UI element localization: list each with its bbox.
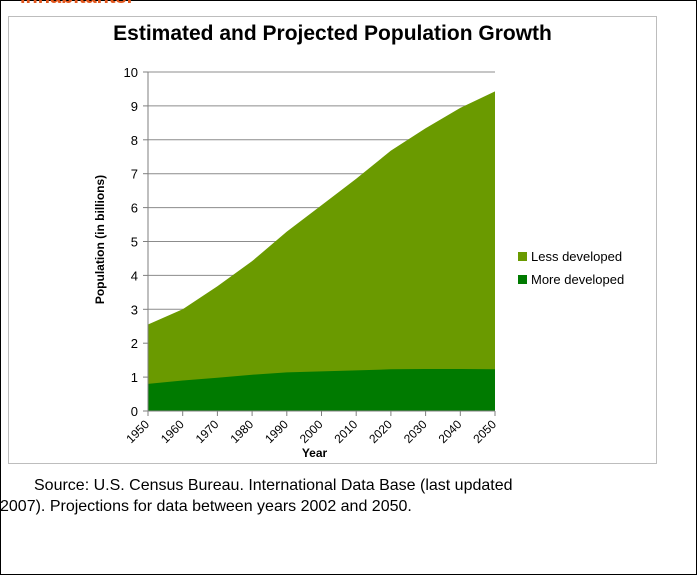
legend-label-more-developed: More developed bbox=[531, 272, 624, 287]
x-tick-label-1990: 1990 bbox=[262, 417, 291, 446]
x-tick-label-1950: 1950 bbox=[123, 417, 152, 446]
area-less-developed bbox=[148, 91, 495, 411]
page-heading: inhabitants. bbox=[20, 0, 132, 9]
y-tick-label-5: 5 bbox=[131, 235, 138, 250]
y-tick-label-0: 0 bbox=[131, 404, 138, 419]
source-line-1: Source: U.S. Census Bureau. Internationa… bbox=[34, 477, 513, 494]
x-tick-label-1970: 1970 bbox=[193, 417, 222, 446]
legend-swatch-less-developed bbox=[518, 252, 527, 261]
legend-swatch-more-developed bbox=[518, 275, 527, 284]
y-tick-label-9: 9 bbox=[131, 99, 138, 114]
y-tick-label-8: 8 bbox=[131, 133, 138, 148]
source-note: Source: U.S. Census Bureau. Internationa… bbox=[0, 475, 692, 517]
area-more-developed bbox=[148, 368, 495, 411]
x-tick-label-1980: 1980 bbox=[227, 417, 256, 446]
y-tick-label-3: 3 bbox=[131, 302, 138, 317]
x-tick-label-2030: 2030 bbox=[401, 417, 430, 446]
chart-container: 0 1 2 3 4 5 6 7 8 9 10 1950 1960 1970 1980 1990 2000 2010… bbox=[8, 16, 657, 464]
x-tick-label-1960: 1960 bbox=[158, 417, 187, 446]
x-tick-label-2050: 2050 bbox=[470, 417, 499, 446]
y-tick-label-1: 1 bbox=[131, 370, 138, 385]
legend-label-less-developed: Less developed bbox=[531, 249, 622, 264]
y-tick-label-2: 2 bbox=[131, 336, 138, 351]
y-tick-label-4: 4 bbox=[131, 268, 138, 283]
x-tick-label-2040: 2040 bbox=[436, 417, 465, 446]
source-line-2: 2007). Projections for data between year… bbox=[0, 498, 412, 515]
chart-title: Estimated and Projected Population Growt… bbox=[113, 22, 552, 45]
x-axis-title: Year bbox=[302, 446, 328, 460]
y-axis-title: Population (in billions) bbox=[93, 175, 107, 304]
chart-svg: 0 1 2 3 4 5 6 7 8 9 10 1950 1960 1970 1980 1990 2000 2010… bbox=[93, 65, 624, 460]
y-tick-label-10: 10 bbox=[124, 65, 138, 80]
x-tick-label-2020: 2020 bbox=[366, 417, 395, 446]
y-tick-label-7: 7 bbox=[131, 167, 138, 182]
y-tick-label-6: 6 bbox=[131, 201, 138, 216]
x-tick-label-2010: 2010 bbox=[332, 417, 361, 446]
x-tick-label-2000: 2000 bbox=[297, 417, 326, 446]
